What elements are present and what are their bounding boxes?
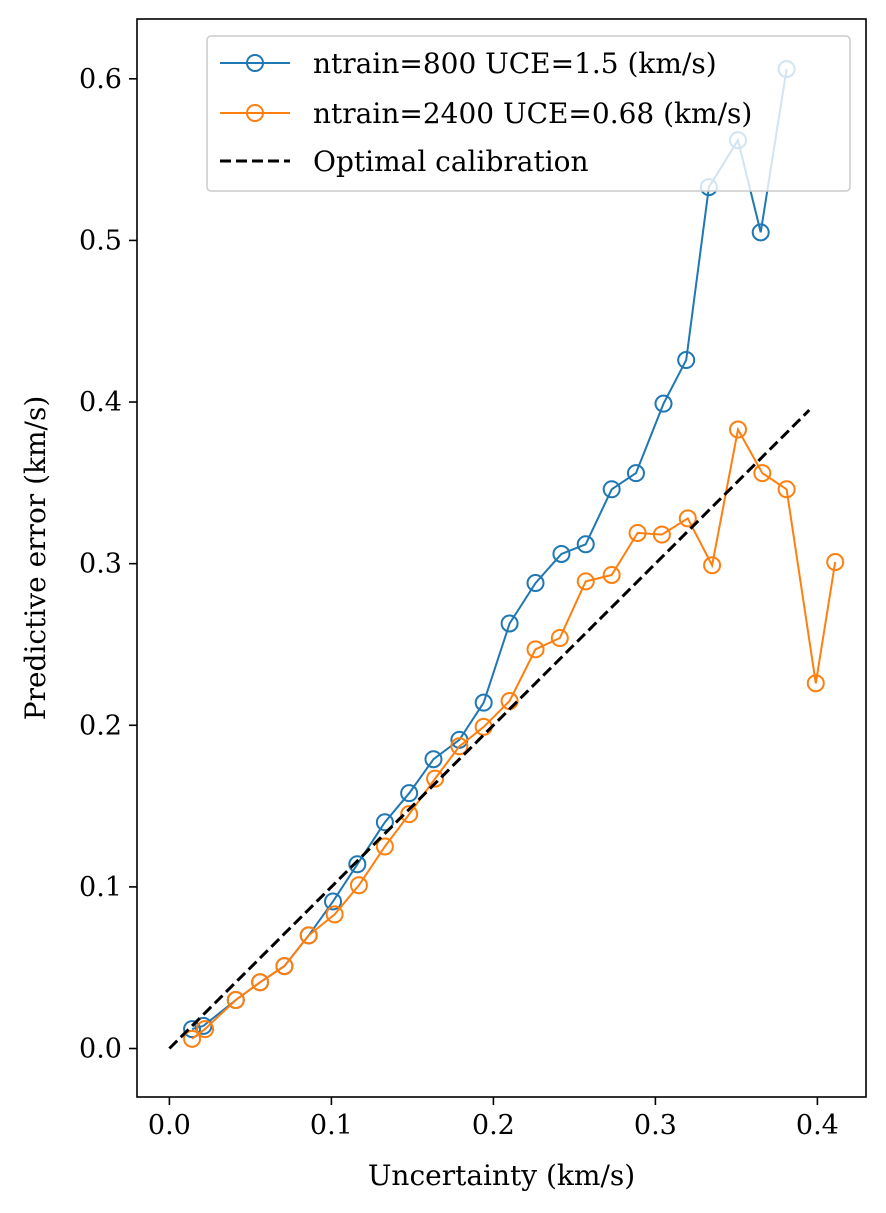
data-point <box>375 837 394 856</box>
y-axis-label: Predictive error (km/s) <box>19 396 52 721</box>
data-point <box>500 614 519 633</box>
data-point <box>552 544 571 563</box>
legend-label: Optimal calibration <box>313 145 589 178</box>
data-point <box>226 991 245 1010</box>
series-layer <box>168 60 845 1050</box>
legend-marker <box>246 54 264 72</box>
data-point <box>729 420 748 439</box>
data-point <box>678 509 697 528</box>
data-point <box>275 957 294 976</box>
x-tick-label: 0.1 <box>310 1110 353 1141</box>
y-tick-label: 0.3 <box>79 549 122 580</box>
x-tick-label: 0.2 <box>472 1110 515 1141</box>
legend-item: Optimal calibration <box>220 145 589 178</box>
series-1 <box>183 420 845 1048</box>
data-point <box>677 351 696 370</box>
y-tick-label: 0.0 <box>79 1034 122 1065</box>
y-tick-label: 0.5 <box>79 225 122 256</box>
legend-items: ntrain=800 UCE=1.5 (km/s) ntrain=2400 UCE… <box>220 47 752 178</box>
y-tick-label: 0.1 <box>79 872 122 903</box>
data-point <box>626 464 645 483</box>
x-axis-label: Uncertainty (km/s) <box>368 1159 635 1192</box>
data-point <box>576 535 595 554</box>
data-point <box>183 1029 202 1048</box>
x-tick-label: 0.4 <box>796 1110 839 1141</box>
data-point <box>826 553 845 572</box>
data-point <box>550 629 569 648</box>
data-point <box>602 565 621 584</box>
legend-label: ntrain=2400 UCE=0.68 (km/s) <box>313 97 752 130</box>
legend: ntrain=800 UCE=1.5 (km/s) ntrain=2400 UCE… <box>206 35 851 192</box>
x-tick-label: 0.0 <box>148 1110 191 1141</box>
plot-frame <box>136 18 867 1098</box>
data-point <box>251 973 270 992</box>
y-tick-label: 0.2 <box>79 710 122 741</box>
data-point <box>703 556 722 575</box>
legend-marker <box>246 104 264 122</box>
data-point <box>576 572 595 591</box>
data-point <box>400 784 419 803</box>
data-point <box>753 464 772 483</box>
data-point <box>652 525 671 544</box>
data-point <box>450 737 469 756</box>
data-point <box>400 805 419 824</box>
data-point <box>526 640 545 659</box>
data-point <box>424 750 443 769</box>
data-point <box>654 394 673 413</box>
data-point <box>426 769 445 788</box>
data-point <box>324 892 343 911</box>
data-point <box>806 674 825 693</box>
data-point <box>375 813 394 832</box>
legend-box <box>206 35 851 192</box>
data-point <box>183 1020 202 1039</box>
legend-item: ntrain=2400 UCE=0.68 (km/s) <box>220 97 752 130</box>
legend-item: ntrain=800 UCE=1.5 (km/s) <box>220 47 717 80</box>
data-point <box>751 223 770 242</box>
series-2 <box>168 409 811 1050</box>
series-line <box>191 426 837 1040</box>
data-point <box>196 1020 215 1039</box>
y-tick-label: 0.4 <box>79 387 122 418</box>
data-point <box>628 523 647 542</box>
legend-label: ntrain=800 UCE=1.5 (km/s) <box>313 47 717 80</box>
ticks-layer: 0.0 0.1 0.2 0.3 0.4 0.0 0.1 0.2 0.3 0.4 0.5 0.6 <box>79 64 839 1141</box>
data-point <box>299 926 318 945</box>
data-point <box>474 693 493 712</box>
data-point <box>526 574 545 593</box>
data-point <box>325 905 344 924</box>
series-line <box>168 409 811 1050</box>
data-point <box>602 480 621 499</box>
x-tick-label: 0.3 <box>634 1110 677 1141</box>
data-point <box>349 876 368 895</box>
y-tick-label: 0.6 <box>79 64 122 95</box>
data-point <box>777 480 796 499</box>
data-point <box>348 855 367 874</box>
